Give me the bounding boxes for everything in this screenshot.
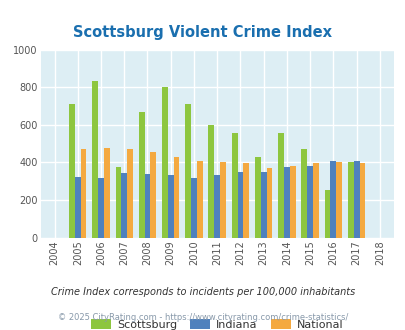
Bar [185, 104, 191, 238]
Bar [173, 157, 179, 238]
Bar [284, 167, 289, 238]
Bar [231, 133, 237, 238]
Bar [139, 112, 144, 238]
Bar [81, 149, 86, 238]
Bar [191, 178, 196, 238]
Bar [214, 175, 220, 238]
Bar [115, 167, 121, 238]
Bar [347, 162, 353, 238]
Legend: Scottsburg, Indiana, National: Scottsburg, Indiana, National [87, 314, 347, 330]
Bar [324, 190, 330, 238]
Bar [121, 173, 127, 238]
Bar [98, 178, 104, 238]
Bar [144, 174, 150, 238]
Text: © 2025 CityRating.com - https://www.cityrating.com/crime-statistics/: © 2025 CityRating.com - https://www.city… [58, 313, 347, 322]
Bar [260, 172, 266, 238]
Bar [307, 166, 312, 238]
Bar [196, 161, 202, 238]
Bar [127, 149, 133, 238]
Bar [162, 87, 167, 238]
Bar [330, 161, 335, 238]
Bar [353, 161, 359, 238]
Bar [243, 163, 249, 238]
Bar [335, 162, 341, 238]
Bar [301, 149, 307, 238]
Bar [266, 168, 272, 238]
Bar [150, 152, 156, 238]
Bar [237, 172, 243, 238]
Text: Scottsburg Violent Crime Index: Scottsburg Violent Crime Index [73, 25, 332, 41]
Bar [69, 104, 75, 238]
Bar [220, 162, 225, 238]
Text: Crime Index corresponds to incidents per 100,000 inhabitants: Crime Index corresponds to incidents per… [51, 287, 354, 297]
Bar [359, 163, 364, 238]
Bar [312, 163, 318, 238]
Bar [167, 175, 173, 238]
Bar [277, 133, 284, 238]
Bar [289, 166, 295, 238]
Bar [75, 178, 81, 238]
Bar [208, 125, 214, 238]
Bar [92, 81, 98, 238]
Bar [254, 157, 260, 238]
Bar [104, 148, 109, 238]
